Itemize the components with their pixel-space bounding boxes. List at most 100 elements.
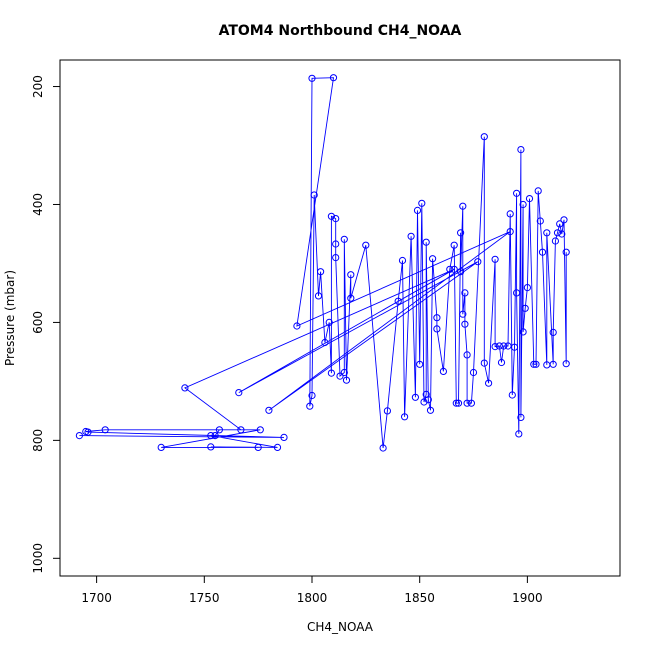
data-point: [426, 406, 435, 414]
data-point: [336, 372, 344, 380]
chart-title: ATOM4 Northbound CH4_NOAA: [219, 23, 462, 39]
data-point: [495, 342, 503, 350]
data-point: [549, 328, 557, 336]
x-tick-label: 1750: [189, 591, 220, 605]
data-point: [424, 396, 432, 404]
data-point: [463, 399, 471, 407]
x-tick-label: 1700: [81, 591, 112, 605]
x-axis-label: CH4_NOAA: [307, 620, 374, 634]
data-point: [508, 391, 516, 399]
data-point: [293, 322, 301, 330]
data-point: [504, 342, 512, 350]
data-point: [463, 351, 471, 359]
data-point: [549, 360, 557, 368]
data-point: [157, 443, 165, 451]
data-point: [327, 369, 335, 377]
data-point: [413, 206, 422, 214]
data-point: [562, 360, 570, 368]
data-point: [327, 212, 335, 220]
y-tick-label: 400: [31, 193, 45, 216]
data-point: [506, 228, 514, 236]
y-axis-label: Pressure (mbar): [3, 270, 17, 366]
data-point: [394, 297, 402, 305]
data-point: [416, 360, 424, 368]
data-point: [469, 368, 478, 377]
data-point: [325, 318, 333, 326]
y-tick-label: 200: [31, 75, 45, 98]
data-point: [215, 426, 223, 434]
data-point: [480, 133, 488, 141]
data-point: [480, 359, 488, 367]
data-point: [530, 360, 538, 368]
data-point: [450, 241, 458, 249]
series-lines: [79, 77, 567, 449]
data-point: [429, 255, 437, 263]
data-point: [362, 241, 370, 249]
data-point: [433, 314, 441, 322]
data-point: [256, 426, 264, 434]
x-tick-label: 1900: [512, 591, 543, 605]
plot-area: [75, 74, 570, 452]
data-point: [517, 413, 525, 421]
data-point: [459, 310, 467, 318]
y-tick-label: 600: [31, 311, 45, 334]
data-point: [401, 413, 409, 421]
data-point: [457, 229, 465, 237]
data-point: [457, 268, 465, 276]
series-line: [79, 77, 567, 449]
plot-frame: [59, 59, 621, 577]
data-point: [422, 238, 430, 246]
x-tick-label: 1850: [404, 591, 435, 605]
data-point: [332, 215, 340, 223]
data-point: [280, 433, 288, 441]
data-point: [558, 230, 566, 238]
data-point: [543, 229, 551, 237]
data-point: [536, 217, 544, 225]
data-point: [491, 255, 499, 263]
data-point: [450, 265, 458, 273]
data-point: [207, 443, 215, 451]
data-point: [497, 358, 506, 367]
data-point: [321, 338, 329, 347]
data-point: [329, 74, 338, 82]
data-point: [515, 430, 523, 438]
data-point: [538, 248, 547, 256]
data-point: [521, 304, 529, 312]
data-point: [181, 384, 189, 392]
data-point: [75, 432, 84, 440]
data-point: [342, 376, 351, 384]
data-point: [439, 367, 447, 375]
data-point: [560, 216, 568, 224]
series-points: [75, 74, 570, 452]
data-point: [265, 406, 273, 414]
data-point: [273, 443, 282, 451]
data-point: [308, 74, 316, 82]
data-point: [254, 443, 262, 451]
data-point: [211, 432, 219, 440]
data-point: [398, 256, 407, 265]
data-point: [500, 342, 508, 350]
data-point: [519, 200, 527, 209]
data-point: [510, 343, 519, 351]
x-axis: 1700 1750 1800 1850 1900: [81, 575, 543, 605]
data-point: [452, 399, 460, 407]
data-point: [454, 399, 463, 407]
data-point: [506, 210, 514, 218]
data-point: [332, 254, 340, 262]
y-tick-label: 1000: [31, 543, 45, 574]
data-point: [379, 444, 387, 452]
data-point: [411, 393, 419, 401]
data-point: [467, 399, 475, 407]
data-point: [340, 235, 348, 243]
data-point: [332, 240, 340, 248]
data-point: [459, 202, 467, 210]
data-point: [347, 271, 355, 279]
data-point: [553, 229, 562, 237]
data-point: [556, 220, 564, 228]
data-point: [314, 292, 323, 300]
data-point: [420, 398, 428, 406]
data-point: [237, 426, 245, 434]
data-point: [347, 294, 355, 302]
